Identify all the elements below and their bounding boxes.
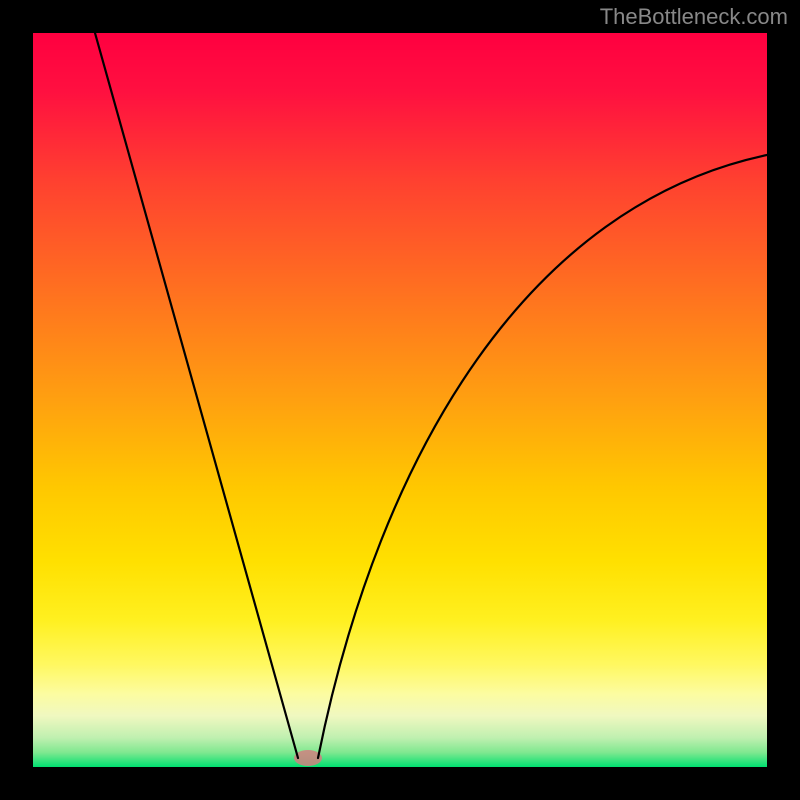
chart-container	[0, 0, 800, 800]
chart-background	[33, 33, 767, 767]
watermark-text: TheBottleneck.com	[600, 4, 788, 30]
bottleneck-chart	[0, 0, 800, 800]
